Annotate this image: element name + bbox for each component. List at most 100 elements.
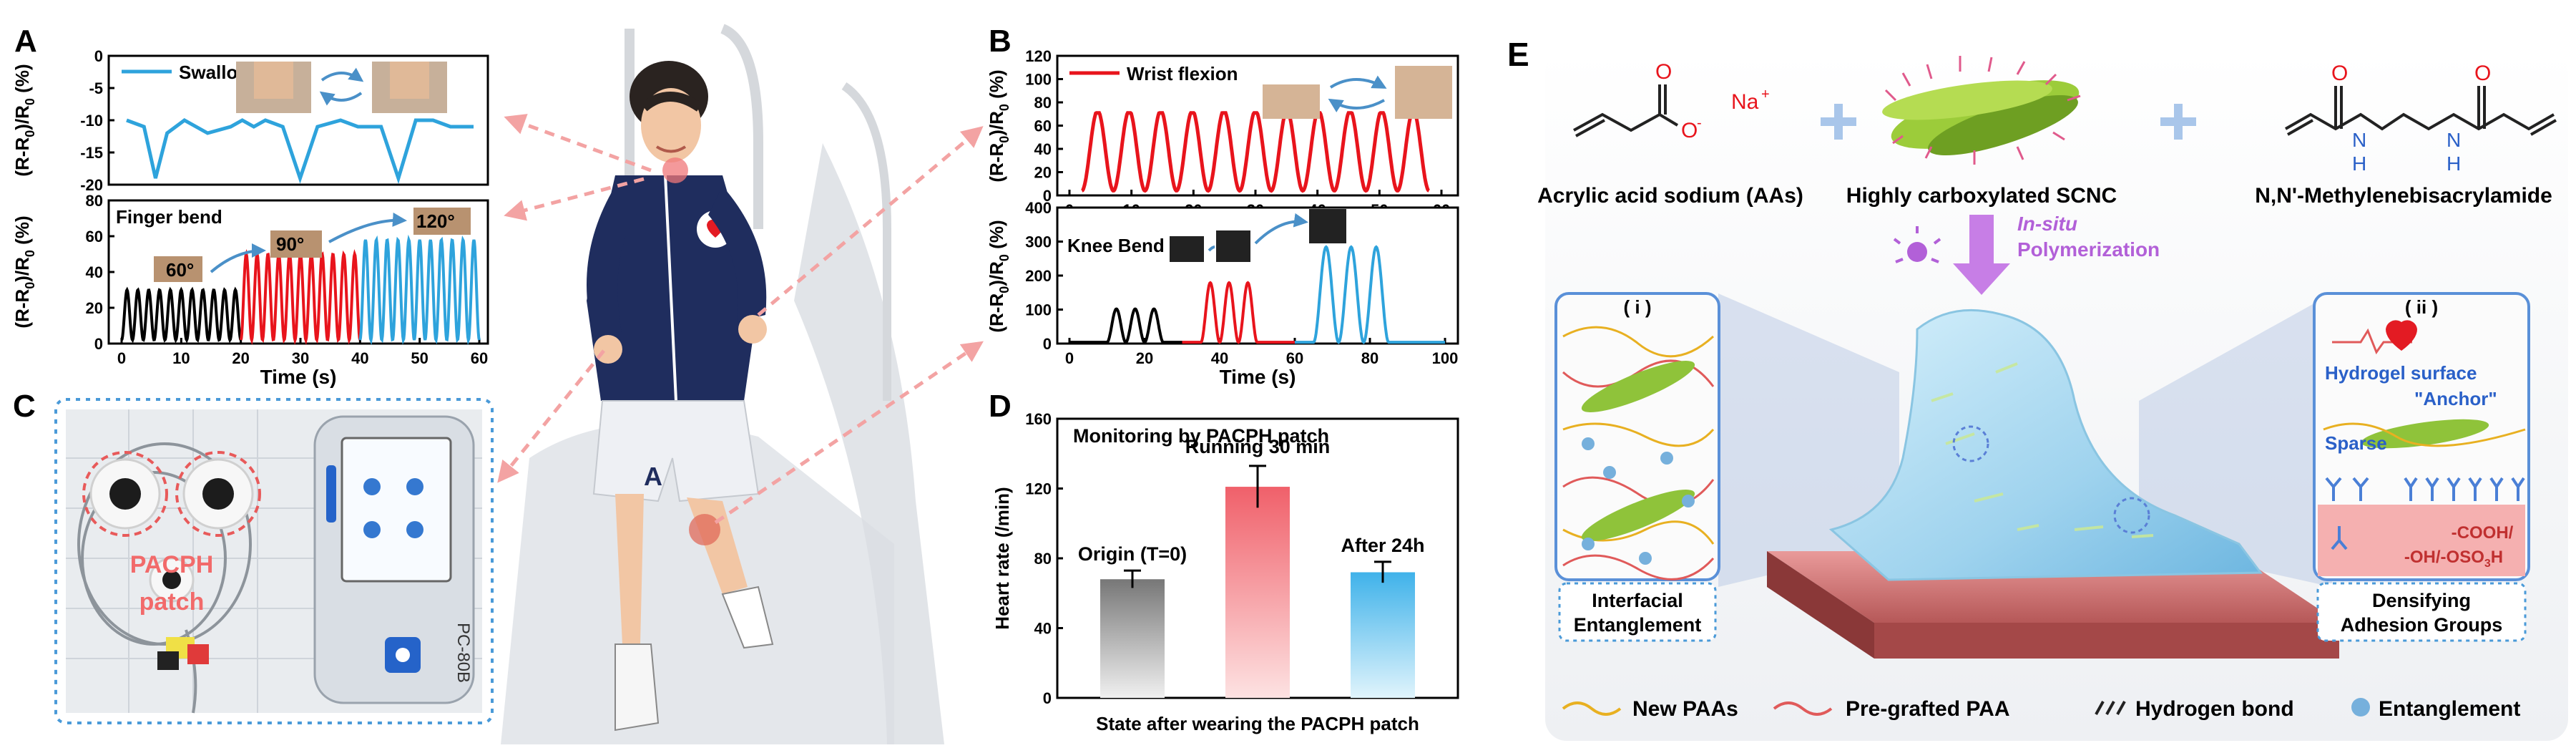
wrist-y-label: 120 xyxy=(1025,47,1052,65)
finger-x-label: 10 xyxy=(172,349,190,367)
knee-x-label: 40 xyxy=(1211,349,1228,367)
knee-x-label: 80 xyxy=(1361,349,1378,367)
legend-hbond: Hydrogen bond xyxy=(2135,697,2294,721)
finger-y-label: 80 xyxy=(86,192,103,210)
knee-x-label: 100 xyxy=(1432,349,1459,367)
mba-h2: H xyxy=(2447,152,2461,175)
heart-icon xyxy=(2386,320,2417,351)
aas-na-charge: + xyxy=(1761,87,1770,102)
svg-text:A: A xyxy=(644,462,662,491)
aas-ominus: O xyxy=(1681,119,1698,142)
legend-new-paas: New PAAs xyxy=(1632,697,1738,721)
finger-x-label: 60 xyxy=(471,349,488,367)
mba-o2: O xyxy=(2474,62,2491,85)
mba-o1: O xyxy=(2331,62,2348,85)
heart-rate-category-0: Origin (T=0) xyxy=(1078,543,1187,565)
knee-x-ticks: 0 20 40 60 80 100 xyxy=(1065,338,1458,367)
knee-x-label: 0 xyxy=(1065,349,1074,367)
light-icon xyxy=(1907,242,1927,262)
knee-series-3 xyxy=(1295,245,1445,344)
polymerization-arrow xyxy=(1953,263,2010,295)
legend-new-paas-swatch xyxy=(1562,701,1622,716)
knee-photo-3 xyxy=(1309,209,1346,243)
heart-rate-y-label: Heart rate (/min) xyxy=(991,487,1013,629)
wrist-y-label: 100 xyxy=(1025,71,1052,89)
finger-y-label: 60 xyxy=(86,228,103,246)
plus-icon-2 xyxy=(2160,104,2196,140)
chem-label-scnc: Highly carboxylated SCNC xyxy=(1846,184,2117,208)
patch-label-2: patch xyxy=(139,588,205,616)
legend-entanglement: Entanglement xyxy=(2379,697,2520,721)
finger-y-label: 0 xyxy=(94,335,103,353)
swallow-y-ticks: -20 -15 -10 -5 0 xyxy=(80,47,114,194)
panel-e-schematic: O O - Na + Acrylic acid sodium (AAs) Hig… xyxy=(1537,50,2568,741)
panel-label-b: B xyxy=(989,24,1012,59)
mba-n1: N xyxy=(2352,129,2366,151)
finger-legend-label: Finger bend xyxy=(116,206,222,228)
chart-heart-rate: 0 40 80 120 160 Origin (T=0) Running 30 min Af… xyxy=(991,410,1459,734)
hr-y-label: 160 xyxy=(1025,410,1052,428)
finger-x-label: 30 xyxy=(292,349,309,367)
chart-knee-bend: 0 100 200 300 400 0 20 40 60 80 100 Knee Bend Tim… xyxy=(1025,199,1459,388)
inset-i-label: ( i ) xyxy=(1624,296,1652,318)
wrist-y-label: 40 xyxy=(1034,140,1052,158)
finger-photo-60 xyxy=(154,256,202,282)
runner-illustration: A xyxy=(501,24,944,744)
insitu-label: In-situ xyxy=(2017,213,2077,235)
angle-label-120: 120° xyxy=(416,210,455,232)
panel-label-a: A xyxy=(14,24,37,59)
finger-y-label: 40 xyxy=(86,263,103,281)
knee-y-ticks: 0 100 200 300 400 xyxy=(1025,199,1063,353)
swallow-series-line xyxy=(126,118,474,185)
knee-photo-2 xyxy=(1216,230,1250,262)
hr-y-label: 0 xyxy=(1043,689,1052,707)
angle-label-60: 60° xyxy=(166,259,194,281)
interfacial-label-2: Entanglement xyxy=(1574,614,1702,636)
knee-y-label: 100 xyxy=(1025,301,1052,319)
aas-ominus-charge: - xyxy=(1697,115,1702,131)
groups-label-2: -OH/-OSO3H xyxy=(2404,548,2503,570)
knee-y-label: 200 xyxy=(1025,267,1052,285)
patch-label-1: PACPH xyxy=(130,551,214,578)
knee-x-label: 20 xyxy=(1136,349,1153,367)
finger-series-120 xyxy=(358,234,481,346)
hr-y-label: 120 xyxy=(1025,480,1052,498)
heart-rate-category-1: Running 30 min xyxy=(1185,436,1331,457)
knee-photo-1 xyxy=(1170,236,1204,262)
knee-x-label: 60 xyxy=(1286,349,1303,367)
device-model: PC-80B xyxy=(454,623,473,683)
molecule-mba xyxy=(2285,86,2557,136)
wrist-y-label: 80 xyxy=(1034,94,1052,112)
finger-y-ticks: 0 20 40 60 80 xyxy=(86,192,114,353)
legend-entanglement-swatch xyxy=(2351,698,2370,716)
anchor-label: "Anchor" xyxy=(2414,388,2497,409)
panel-c-photo: PACPH patch PC-80B xyxy=(54,398,494,724)
heart-rate-bar-1 xyxy=(1225,487,1290,698)
finger-y-label: 20 xyxy=(86,299,103,317)
finger-x-label: 0 xyxy=(117,349,126,367)
densify-label-2: Adhesion Groups xyxy=(2341,614,2503,636)
wrist-series-line xyxy=(1081,111,1430,193)
inset-ii-label: ( ii ) xyxy=(2405,296,2438,318)
heart-rate-bar-2 xyxy=(1351,572,1415,698)
groups-label-1: -COOH/ xyxy=(2452,523,2514,543)
knee-y-label: (R-R0)/R0 (%) xyxy=(986,220,1012,332)
panel-label-d: D xyxy=(989,389,1012,424)
mba-h1: H xyxy=(2352,152,2366,175)
chem-label-aas: Acrylic acid sodium (AAs) xyxy=(1537,184,1803,208)
sparse-label: Sparse xyxy=(2325,432,2387,454)
swallow-y-label: -15 xyxy=(80,144,103,162)
legend-hbond-swatch xyxy=(2095,701,2126,715)
knee-legend-label: Knee Bend xyxy=(1067,235,1165,256)
interfacial-label-1: Interfacial xyxy=(1592,590,1683,611)
legend-pregrafted: Pre-grafted PAA xyxy=(1846,697,2009,721)
swallow-y-label: -20 xyxy=(80,176,103,194)
hydrogel-sheet xyxy=(1828,309,2263,581)
finger-x-label: 20 xyxy=(232,349,249,367)
mba-n2: N xyxy=(2447,129,2461,151)
finger-photo-90 xyxy=(270,230,322,258)
wrist-y-label: (R-R0)/R0 (%) xyxy=(986,69,1012,182)
